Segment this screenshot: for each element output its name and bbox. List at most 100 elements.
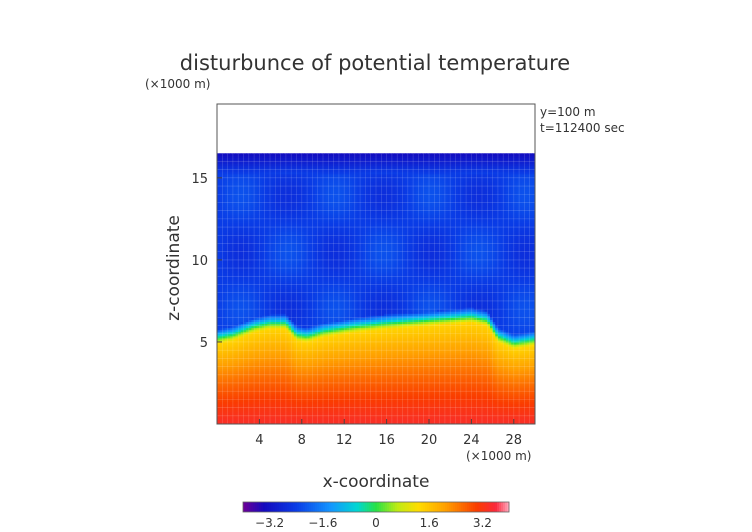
field-cell bbox=[291, 161, 295, 165]
field-cell bbox=[283, 169, 287, 173]
field-cell bbox=[315, 300, 319, 304]
field-cell bbox=[251, 239, 255, 243]
field-cell bbox=[227, 237, 231, 240]
field-cell bbox=[224, 337, 229, 341]
field-cell bbox=[248, 153, 253, 156]
field-cell bbox=[296, 391, 300, 394]
field-cell bbox=[256, 179, 260, 183]
field-cell bbox=[248, 241, 253, 245]
field-cell bbox=[219, 231, 223, 234]
field-cell bbox=[315, 346, 319, 349]
field-cell bbox=[283, 374, 287, 378]
field-cell bbox=[254, 284, 258, 288]
field-cell bbox=[315, 401, 319, 405]
field-cell bbox=[272, 214, 276, 218]
field-cell bbox=[288, 272, 292, 275]
field-cell bbox=[235, 421, 239, 424]
field-cell bbox=[288, 389, 292, 392]
field-cell bbox=[309, 317, 313, 320]
field-cell bbox=[307, 169, 311, 173]
field-cell bbox=[267, 227, 271, 230]
field-cell bbox=[277, 325, 282, 329]
field-cell bbox=[224, 335, 229, 339]
field-cell bbox=[283, 153, 287, 156]
field-cell bbox=[285, 210, 290, 214]
field-cell bbox=[235, 266, 239, 269]
field-cell bbox=[235, 175, 239, 179]
field-cell bbox=[224, 401, 229, 405]
field-cell bbox=[283, 204, 287, 208]
field-cell bbox=[304, 372, 308, 376]
field-cell bbox=[222, 198, 226, 202]
field-cell bbox=[280, 317, 284, 320]
field-cell bbox=[224, 294, 229, 298]
field-cell bbox=[312, 198, 316, 202]
field-cell bbox=[299, 161, 303, 165]
field-cell bbox=[256, 333, 260, 337]
field-cell bbox=[288, 218, 292, 222]
field-cell bbox=[224, 350, 229, 353]
field-cell bbox=[270, 171, 274, 175]
field-cell bbox=[285, 337, 290, 341]
field-cell bbox=[315, 323, 319, 327]
field-cell bbox=[309, 194, 313, 197]
field-cell bbox=[262, 204, 266, 208]
field-cell bbox=[235, 282, 239, 286]
field-cell bbox=[262, 389, 266, 392]
field-cell bbox=[232, 181, 237, 185]
field-cell bbox=[275, 286, 279, 290]
field-cell bbox=[262, 266, 266, 269]
field-cell bbox=[256, 362, 260, 366]
field-cell bbox=[283, 296, 287, 300]
field-cell bbox=[280, 387, 284, 390]
field-cell bbox=[277, 212, 282, 216]
field-cell bbox=[275, 341, 279, 345]
field-cell bbox=[235, 356, 239, 359]
field-cell bbox=[248, 218, 253, 222]
field-cell bbox=[232, 327, 237, 331]
field-cell bbox=[280, 204, 284, 208]
field-cell bbox=[227, 391, 231, 394]
field-cell bbox=[304, 280, 308, 284]
field-cell bbox=[248, 389, 253, 392]
field-cell bbox=[267, 167, 271, 171]
field-cell bbox=[285, 415, 290, 419]
field-cell bbox=[219, 206, 223, 210]
field-cell bbox=[254, 198, 258, 202]
field-cell bbox=[299, 190, 303, 193]
field-cell bbox=[272, 192, 276, 195]
field-cell bbox=[280, 280, 284, 284]
field-cell bbox=[270, 227, 274, 230]
field-cell bbox=[304, 401, 308, 405]
field-cell bbox=[277, 247, 282, 251]
field-cell bbox=[235, 247, 239, 251]
field-cell bbox=[293, 245, 298, 249]
field-cell bbox=[288, 296, 292, 300]
field-cell bbox=[291, 192, 295, 195]
field-cell bbox=[230, 251, 234, 255]
field-cell bbox=[262, 395, 266, 398]
field-cell bbox=[272, 282, 276, 286]
field-cell bbox=[299, 200, 303, 204]
field-cell bbox=[248, 210, 253, 214]
field-cell bbox=[296, 393, 300, 396]
field-cell bbox=[217, 352, 221, 355]
field-cell bbox=[219, 280, 223, 284]
field-cell bbox=[280, 247, 284, 251]
field-cell bbox=[217, 350, 221, 353]
field-cell bbox=[275, 399, 279, 403]
field-cell bbox=[254, 292, 258, 296]
field-cell bbox=[227, 409, 231, 413]
field-cell bbox=[240, 305, 245, 308]
field-cell bbox=[293, 413, 298, 417]
field-cell bbox=[232, 278, 237, 282]
field-cell bbox=[296, 319, 300, 323]
field-cell bbox=[254, 165, 258, 169]
field-cell bbox=[224, 280, 229, 284]
field-cell bbox=[230, 253, 234, 257]
field-cell bbox=[315, 337, 319, 341]
field-cell bbox=[246, 417, 250, 421]
field-cell bbox=[254, 344, 258, 347]
field-cell bbox=[224, 194, 229, 197]
field-cell bbox=[283, 403, 287, 407]
